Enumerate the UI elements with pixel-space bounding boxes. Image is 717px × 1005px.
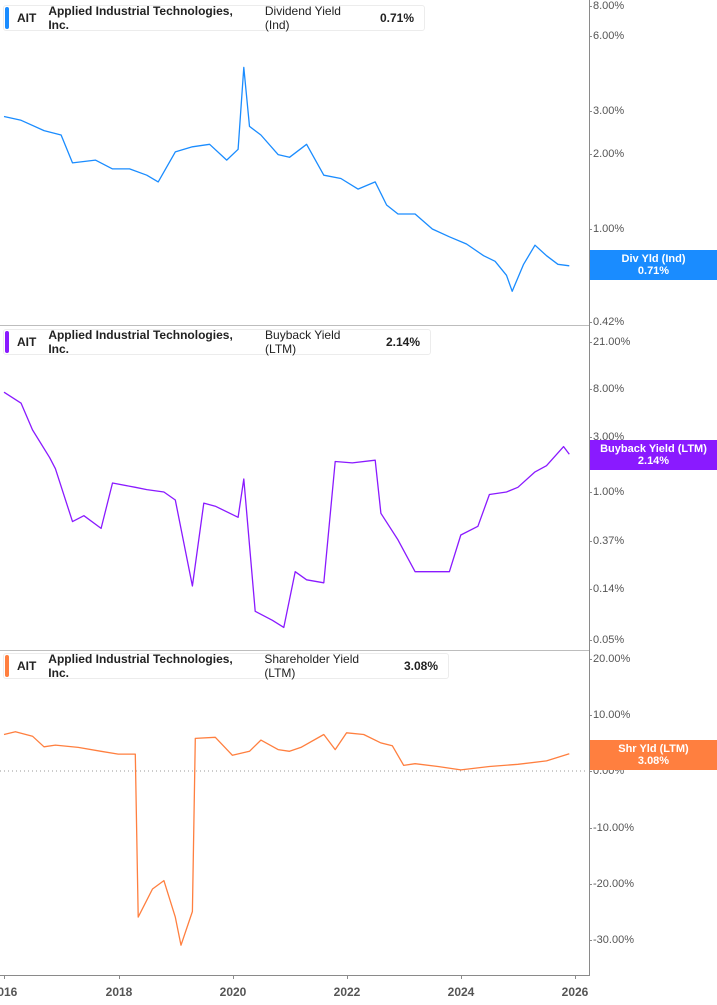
y-tick: 21.00% bbox=[588, 336, 631, 348]
badge-value: 0.71% bbox=[637, 265, 670, 277]
legend-value: 2.14% bbox=[385, 335, 420, 349]
x-tick-label: 2020 bbox=[219, 985, 247, 999]
legend-company: Applied Industrial Technologies, Inc. bbox=[48, 328, 233, 356]
y-tick: 8.00% bbox=[588, 383, 625, 395]
x-tick-mark bbox=[233, 975, 234, 979]
legend-metric: Buyback Yield (LTM) bbox=[265, 328, 341, 356]
shareholder-yield-panel: AIT Applied Industrial Technologies, Inc… bbox=[0, 651, 590, 976]
y-tick: 3.00% bbox=[588, 105, 625, 117]
legend-value: 0.71% bbox=[379, 11, 414, 25]
series-color-swatch bbox=[5, 331, 9, 353]
x-tick-mark bbox=[347, 975, 348, 979]
y-tick: 2.00% bbox=[588, 148, 625, 160]
x-tick-mark bbox=[461, 975, 462, 979]
dividend-yield-badge: Div Yld (Ind) 0.71% bbox=[590, 250, 717, 280]
legend-company: Applied Industrial Technologies, Inc. bbox=[48, 4, 233, 32]
badge-label: Buyback Yield (LTM) bbox=[600, 443, 707, 455]
x-tick-label: 2024 bbox=[447, 985, 475, 999]
shareholder-yield-legend[interactable]: AIT Applied Industrial Technologies, Inc… bbox=[3, 652, 449, 680]
legend-metric: Dividend Yield (Ind) bbox=[264, 4, 341, 32]
legend-company: Applied Industrial Technologies, Inc. bbox=[48, 652, 233, 680]
shareholder-yield-line bbox=[3, 731, 570, 946]
y-tick: 6.00% bbox=[588, 30, 625, 42]
y-tick: 0.42% bbox=[588, 316, 625, 328]
y-tick: -30.00% bbox=[589, 934, 634, 946]
badge-label: Div Yld (Ind) bbox=[621, 253, 686, 265]
y-tick: 0.37% bbox=[588, 535, 625, 547]
panel-divider bbox=[0, 325, 590, 326]
y-tick: 8.00% bbox=[588, 0, 625, 12]
legend-metric: Shareholder Yield (LTM) bbox=[264, 652, 360, 680]
shareholder-yield-badge: Shr Yld (LTM) 3.08% bbox=[590, 740, 717, 770]
buyback-yield-legend[interactable]: AIT Applied Industrial Technologies, Inc… bbox=[3, 328, 431, 356]
buyback-yield-line bbox=[3, 391, 570, 629]
x-tick-label: 2018 bbox=[105, 985, 133, 999]
buyback-yield-badge: Buyback Yield (LTM) 2.14% bbox=[590, 440, 717, 470]
y-tick: -10.00% bbox=[589, 822, 634, 834]
dividend-yield-line bbox=[3, 66, 570, 292]
dividend-yield-panel: AIT Applied Industrial Technologies, Inc… bbox=[0, 0, 590, 326]
x-tick-label: 2022 bbox=[333, 985, 361, 999]
x-tick-label: 2026 bbox=[561, 985, 589, 999]
y-axis-line bbox=[589, 0, 590, 976]
series-color-swatch bbox=[5, 7, 9, 29]
y-tick: 10.00% bbox=[588, 709, 631, 721]
x-axis-line bbox=[0, 975, 590, 976]
dividend-yield-legend[interactable]: AIT Applied Industrial Technologies, Inc… bbox=[3, 4, 425, 32]
badge-label: Shr Yld (LTM) bbox=[618, 743, 689, 755]
x-tick-mark bbox=[575, 975, 576, 979]
panel-divider bbox=[0, 650, 590, 651]
x-tick-label: 2016 bbox=[0, 985, 18, 999]
legend-value: 3.08% bbox=[403, 659, 438, 673]
y-tick: -20.00% bbox=[589, 878, 634, 890]
y-tick: 1.00% bbox=[588, 486, 625, 498]
y-tick: 0.05% bbox=[588, 634, 625, 646]
x-tick-mark bbox=[4, 975, 5, 979]
legend-ticker: AIT bbox=[16, 335, 37, 349]
buyback-yield-panel: AIT Applied Industrial Technologies, Inc… bbox=[0, 326, 590, 651]
y-tick: 0.14% bbox=[588, 583, 625, 595]
badge-value: 2.14% bbox=[637, 455, 670, 467]
y-tick: 20.00% bbox=[588, 653, 631, 665]
x-tick-mark bbox=[119, 975, 120, 979]
legend-ticker: AIT bbox=[16, 659, 37, 673]
series-color-swatch bbox=[5, 655, 9, 677]
badge-value: 3.08% bbox=[637, 755, 670, 767]
legend-ticker: AIT bbox=[16, 11, 37, 25]
y-tick: 1.00% bbox=[588, 223, 625, 235]
